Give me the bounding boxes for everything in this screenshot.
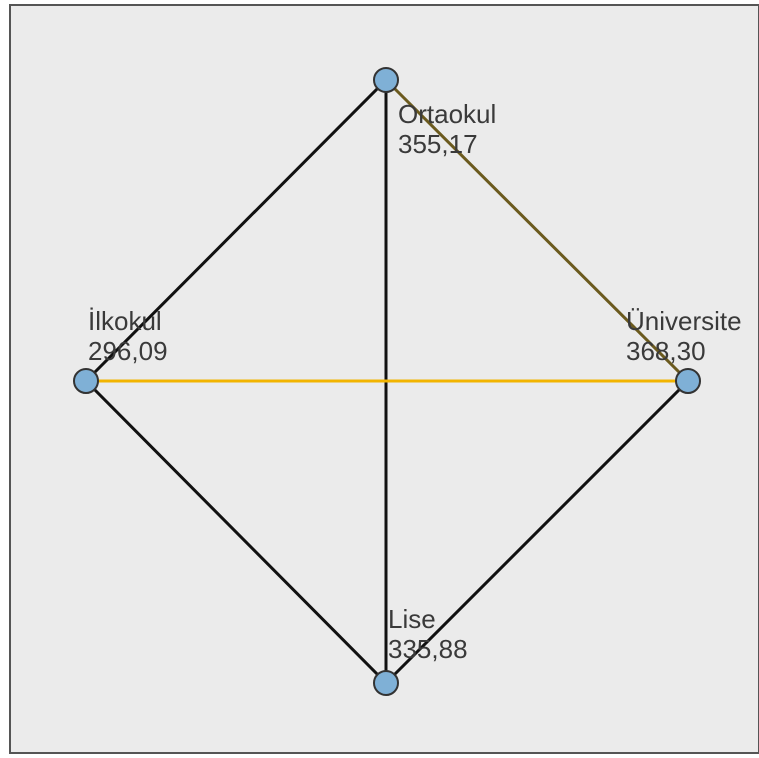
node-label-lise: Lise — [388, 604, 436, 634]
edge-ortaokul-ilkokul — [84, 78, 388, 383]
node-value-ortaokul: 355,17 — [398, 129, 478, 159]
node-label-ilkokul: İlkokul — [88, 306, 162, 336]
node-ilkokul[interactable] — [73, 368, 99, 394]
node-value-ilkokul: 296,09 — [88, 336, 168, 366]
node-universite[interactable] — [675, 368, 701, 394]
node-label-universite: Üniversite — [626, 306, 742, 336]
edge-ilkokul-lise — [84, 379, 388, 685]
edge-ortaokul-universite — [384, 78, 690, 383]
edges-layer — [84, 78, 690, 685]
node-lise[interactable] — [373, 670, 399, 696]
node-ortaokul[interactable] — [373, 67, 399, 93]
nodes-layer — [73, 67, 701, 696]
node-value-lise: 335,88 — [388, 634, 468, 664]
node-label-ortaokul: Ortaokul — [398, 99, 496, 129]
node-value-universite: 368,30 — [626, 336, 706, 366]
edge-universite-lise — [384, 379, 690, 685]
